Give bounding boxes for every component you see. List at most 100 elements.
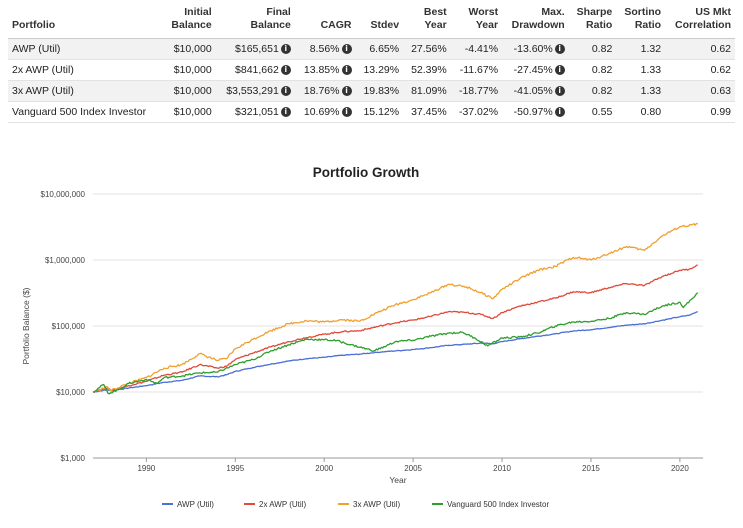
col-header-stdev: Stdev: [355, 4, 404, 39]
cell-final: $3,553,291 i: [215, 80, 295, 102]
y-tick-label: $100,000: [52, 322, 86, 331]
cell-value: 19.83%: [363, 85, 400, 97]
cell-value: 15.12%: [363, 106, 400, 118]
cell-value: 18.76%: [303, 85, 340, 97]
x-tick-label: 1995: [226, 464, 244, 473]
cell-value: 0.82: [591, 85, 613, 97]
info-circle-icon[interactable]: i: [341, 86, 352, 96]
info-circle-icon[interactable]: i: [554, 65, 565, 75]
x-tick-label: 2000: [315, 464, 333, 473]
cell-sortino: 0.80: [616, 101, 666, 123]
legend-label: Vanguard 500 Index Investor: [447, 500, 549, 509]
legend-item[interactable]: 2x AWP (Util): [244, 500, 306, 509]
cell-value: $10,000: [173, 43, 212, 55]
cell-value: -50.97%: [513, 106, 553, 118]
x-axis-ticks: 1990 1995 2000 2005 2010 2015 2020: [137, 458, 689, 473]
cell-value: -18.77%: [458, 85, 499, 97]
cell-value: 2x AWP (Util): [12, 64, 74, 76]
cell-value: 0.99: [710, 106, 731, 118]
cell-stdev: 19.83%: [355, 80, 404, 102]
cell-value: 81.09%: [411, 85, 447, 97]
series-line: [92, 310, 698, 393]
cell-value: $165,651: [235, 43, 279, 55]
cell-drawdown: -50.97% i: [502, 101, 569, 123]
table-row: Vanguard 500 Index Investor $10,000 $321,0…: [8, 101, 735, 123]
col-header-initial-balance: Initial Balance: [163, 4, 216, 39]
cell-value: -13.60%: [513, 43, 553, 55]
cell-value: 52.39%: [411, 64, 447, 76]
y-tick-label: $10,000,000: [41, 190, 86, 199]
cell-value: -37.02%: [458, 106, 499, 118]
cell-initial: $10,000: [163, 101, 216, 123]
cell-value: 0.62: [710, 64, 731, 76]
info-circle-icon[interactable]: i: [554, 44, 565, 54]
cell-stdev: 6.65%: [355, 38, 404, 60]
col-header-final-balance: Final Balance: [215, 4, 295, 39]
info-circle-icon[interactable]: i: [280, 65, 291, 75]
cell-drawdown: -13.60% i: [502, 38, 569, 60]
y-tick-label: $1,000: [61, 454, 86, 463]
cell-value: 13.85%: [303, 64, 340, 76]
cell-value: $10,000: [173, 85, 212, 97]
cell-stdev: 15.12%: [355, 101, 404, 123]
cell-best: 27.56%: [403, 38, 451, 60]
cell-value: 3x AWP (Util): [12, 85, 74, 97]
info-circle-icon[interactable]: i: [554, 107, 565, 117]
table-header-row: Portfolio Initial Balance Final Balance CA…: [8, 4, 735, 39]
cell-drawdown: -41.05% i: [502, 80, 569, 102]
cell-final: $841,662 i: [215, 59, 295, 81]
cell-portfolio: AWP (Util): [8, 38, 163, 60]
info-circle-icon[interactable]: i: [341, 107, 352, 117]
cell-worst: -4.41%: [450, 38, 503, 60]
cell-value: 0.63: [710, 85, 731, 97]
cell-sharpe: 0.82: [568, 59, 617, 81]
info-circle-icon[interactable]: i: [341, 65, 352, 75]
cell-sortino: 1.33: [616, 59, 666, 81]
col-header-portfolio: Portfolio: [8, 4, 163, 39]
cell-portfolio: 2x AWP (Util): [8, 59, 163, 81]
x-tick-label: 1990: [137, 464, 155, 473]
cell-worst: -18.77%: [450, 80, 503, 102]
cell-value: 0.82: [591, 43, 613, 55]
info-circle-icon[interactable]: i: [280, 107, 291, 117]
cell-value: $321,051: [235, 106, 279, 118]
cell-sharpe: 0.55: [568, 101, 617, 123]
cell-value: 0.55: [591, 106, 613, 118]
col-header-correlation: US Mkt Correlation: [665, 4, 735, 39]
cell-value: 6.65%: [369, 43, 400, 55]
cell-value: $841,662: [235, 64, 279, 76]
x-tick-label: 2020: [671, 464, 689, 473]
cell-value: 1.33: [640, 85, 662, 97]
cell-value: AWP (Util): [12, 43, 61, 55]
cell-value: -27.45%: [513, 64, 553, 76]
info-circle-icon[interactable]: i: [280, 44, 291, 54]
legend-label: 3x AWP (Util): [353, 500, 400, 509]
col-header-best-year: Best Year: [403, 4, 451, 39]
legend-label: 2x AWP (Util): [259, 500, 306, 509]
cell-value: 0.80: [640, 106, 662, 118]
gridlines: [93, 193, 703, 459]
cell-sortino: 1.32: [616, 38, 666, 60]
portfolio-stats-table: Portfolio Initial Balance Final Balance CA…: [8, 4, 735, 123]
y-axis-ticks: $1,000 $10,000 $100,000 $1,000,000 $10,000,0…: [41, 190, 86, 463]
info-circle-icon[interactable]: i: [554, 86, 565, 96]
cell-value: $10,000: [173, 64, 212, 76]
cell-correlation: 0.99: [665, 101, 735, 123]
y-tick-label: $10,000: [56, 388, 85, 397]
cell-value: 0.62: [710, 43, 731, 55]
series-line: [92, 264, 698, 393]
y-axis-title: Portfolio Balance ($): [21, 287, 31, 364]
col-header-worst-year: Worst Year: [450, 4, 503, 39]
series-line: [92, 222, 698, 393]
legend-item[interactable]: Vanguard 500 Index Investor: [432, 500, 549, 509]
table-row: 2x AWP (Util) $10,000 $841,662 i 13.85% i 13.2…: [8, 59, 735, 81]
cell-value: -4.41%: [464, 43, 499, 55]
legend-item[interactable]: 3x AWP (Util): [338, 500, 400, 509]
cell-initial: $10,000: [163, 59, 216, 81]
info-circle-icon[interactable]: i: [280, 86, 291, 96]
info-circle-icon[interactable]: i: [341, 44, 352, 54]
legend-item[interactable]: AWP (Util): [162, 500, 214, 509]
cell-value: 1.32: [640, 43, 662, 55]
cell-value: 10.69%: [303, 106, 340, 118]
col-header-sortino: Sortino Ratio: [616, 4, 666, 39]
